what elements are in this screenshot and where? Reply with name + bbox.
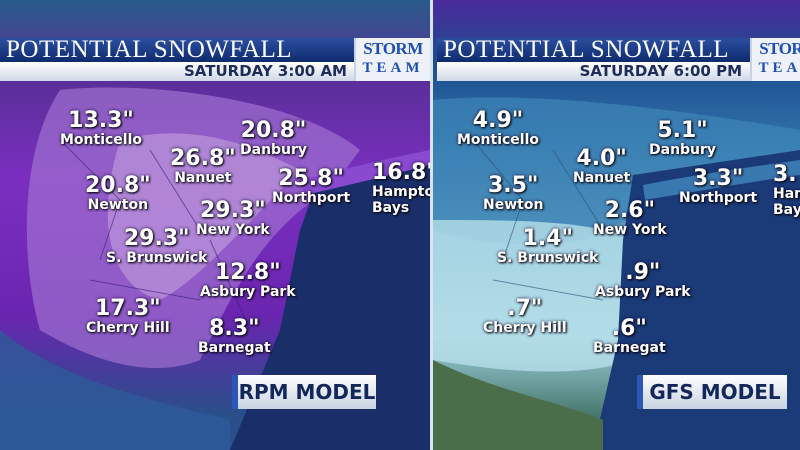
storm-team-logo: STORM TEAM xyxy=(354,38,430,81)
location-label: 16.8"Hampton Bays xyxy=(372,160,430,217)
location-label: 3.Hampton Bays xyxy=(773,162,800,219)
snow-amount: 4.9" xyxy=(472,108,524,133)
location-label: 13.3" Monticello xyxy=(60,108,143,149)
logo-line1: STORM xyxy=(363,39,423,58)
location-label: 3.5" Newton xyxy=(483,173,544,214)
gfs-model-panel: POTENTIAL SNOWFALL SATURDAY 6:00 PM STOR… xyxy=(433,0,800,450)
location-name: Cherry Hill xyxy=(86,320,170,336)
location-name: Northport xyxy=(679,190,758,206)
location-label: 12.8" Asbury Park xyxy=(200,260,296,301)
snow-amount: 2.6" xyxy=(604,198,656,223)
panel-divider xyxy=(430,0,433,450)
title-bar: POTENTIAL SNOWFALL xyxy=(437,37,750,62)
location-name: Northport xyxy=(272,190,351,206)
location-label: 29.3" New York xyxy=(196,198,270,239)
location-label: 20.8" Danbury xyxy=(240,118,308,159)
snow-amount: 12.8" xyxy=(214,260,281,285)
snow-amount: 13.3" xyxy=(68,108,134,133)
location-label: 8.3" Barnegat xyxy=(198,316,271,357)
location-label: 5.1" Danbury xyxy=(649,118,717,159)
logo-line1: STORM xyxy=(759,39,800,58)
location-name: Cherry Hill xyxy=(483,320,567,336)
location-label: 1.4" S. Brunswick xyxy=(497,226,599,267)
snow-amount: 3.3" xyxy=(692,166,744,191)
snow-amount: 4.0" xyxy=(576,146,627,171)
location-name: Newton xyxy=(483,197,544,213)
snow-amount: 1.4" xyxy=(522,226,573,251)
location-name: Danbury xyxy=(240,142,308,158)
snow-amount: 29.3" xyxy=(199,198,266,223)
snow-amount: .9" xyxy=(625,260,661,285)
location-label: 17.3" Cherry Hill xyxy=(86,296,170,337)
snow-amount: 3.5" xyxy=(488,173,539,198)
location-name: New York xyxy=(196,222,270,238)
location-name: Asbury Park xyxy=(595,284,691,300)
snow-amount: 16.8" xyxy=(372,160,430,185)
snow-amount: 8.3" xyxy=(209,316,260,341)
location-label: 3.3" Northport xyxy=(679,166,758,207)
rpm-model-panel: POTENTIAL SNOWFALL SATURDAY 3:00 AM STOR… xyxy=(0,0,430,450)
storm-team-logo: STORM TEAM xyxy=(750,38,800,81)
snow-amount: 17.3" xyxy=(94,296,161,321)
location-name: Newton xyxy=(87,197,149,213)
location-name: Danbury xyxy=(649,142,717,158)
location-name: Barnegat xyxy=(198,340,271,356)
snowfall-map-gfs xyxy=(433,97,800,450)
snow-amount: 20.8" xyxy=(240,118,307,143)
snow-amount: 5.1" xyxy=(657,118,708,143)
logo-line2: TEAM xyxy=(758,60,800,76)
location-label: 25.8" Northport xyxy=(272,166,351,207)
snowfall-map-rpm xyxy=(0,87,430,450)
location-label: 26.8" Nanuet xyxy=(170,146,236,187)
location-name: Monticello xyxy=(60,132,143,148)
location-name: Asbury Park xyxy=(200,284,296,300)
location-label: .9" Asbury Park xyxy=(595,260,691,301)
location-label: 4.9" Monticello xyxy=(457,108,540,149)
snow-amount: 26.8" xyxy=(170,146,236,171)
location-label: 2.6" New York xyxy=(593,198,667,239)
location-name: Barnegat xyxy=(593,340,666,356)
location-label: 20.8" Newton xyxy=(85,173,151,214)
location-name: New York xyxy=(593,222,667,238)
subtitle-date-time: SATURDAY 3:00 AM xyxy=(0,62,355,81)
location-name: Monticello xyxy=(457,132,540,148)
logo-line2: TEAM xyxy=(362,60,424,76)
location-name: S. Brunswick xyxy=(106,250,208,266)
location-label: .6" Barnegat xyxy=(593,316,666,357)
location-label: .7" Cherry Hill xyxy=(483,296,567,337)
location-name: Nanuet xyxy=(174,170,232,186)
subtitle-date-time: SATURDAY 6:00 PM xyxy=(437,62,750,81)
location-name: S. Brunswick xyxy=(497,250,599,266)
location-name: Nanuet xyxy=(573,170,631,186)
snow-amount: .7" xyxy=(507,296,543,321)
snow-amount: 20.8" xyxy=(85,173,151,198)
location-label: 4.0" Nanuet xyxy=(573,146,631,187)
snow-amount: 29.3" xyxy=(123,226,190,251)
title-bar: POTENTIAL SNOWFALL xyxy=(0,37,355,62)
snow-amount: 25.8" xyxy=(278,166,344,191)
snow-amount: .6" xyxy=(611,316,647,341)
snow-amount: 3. xyxy=(773,162,797,187)
location-name: Hampton Bays xyxy=(372,184,430,216)
model-label: RPM MODEL xyxy=(232,375,376,409)
location-name: Hampton Bays xyxy=(773,186,800,218)
model-label: GFS MODEL xyxy=(637,375,787,409)
location-label: 29.3" S. Brunswick xyxy=(106,226,208,267)
